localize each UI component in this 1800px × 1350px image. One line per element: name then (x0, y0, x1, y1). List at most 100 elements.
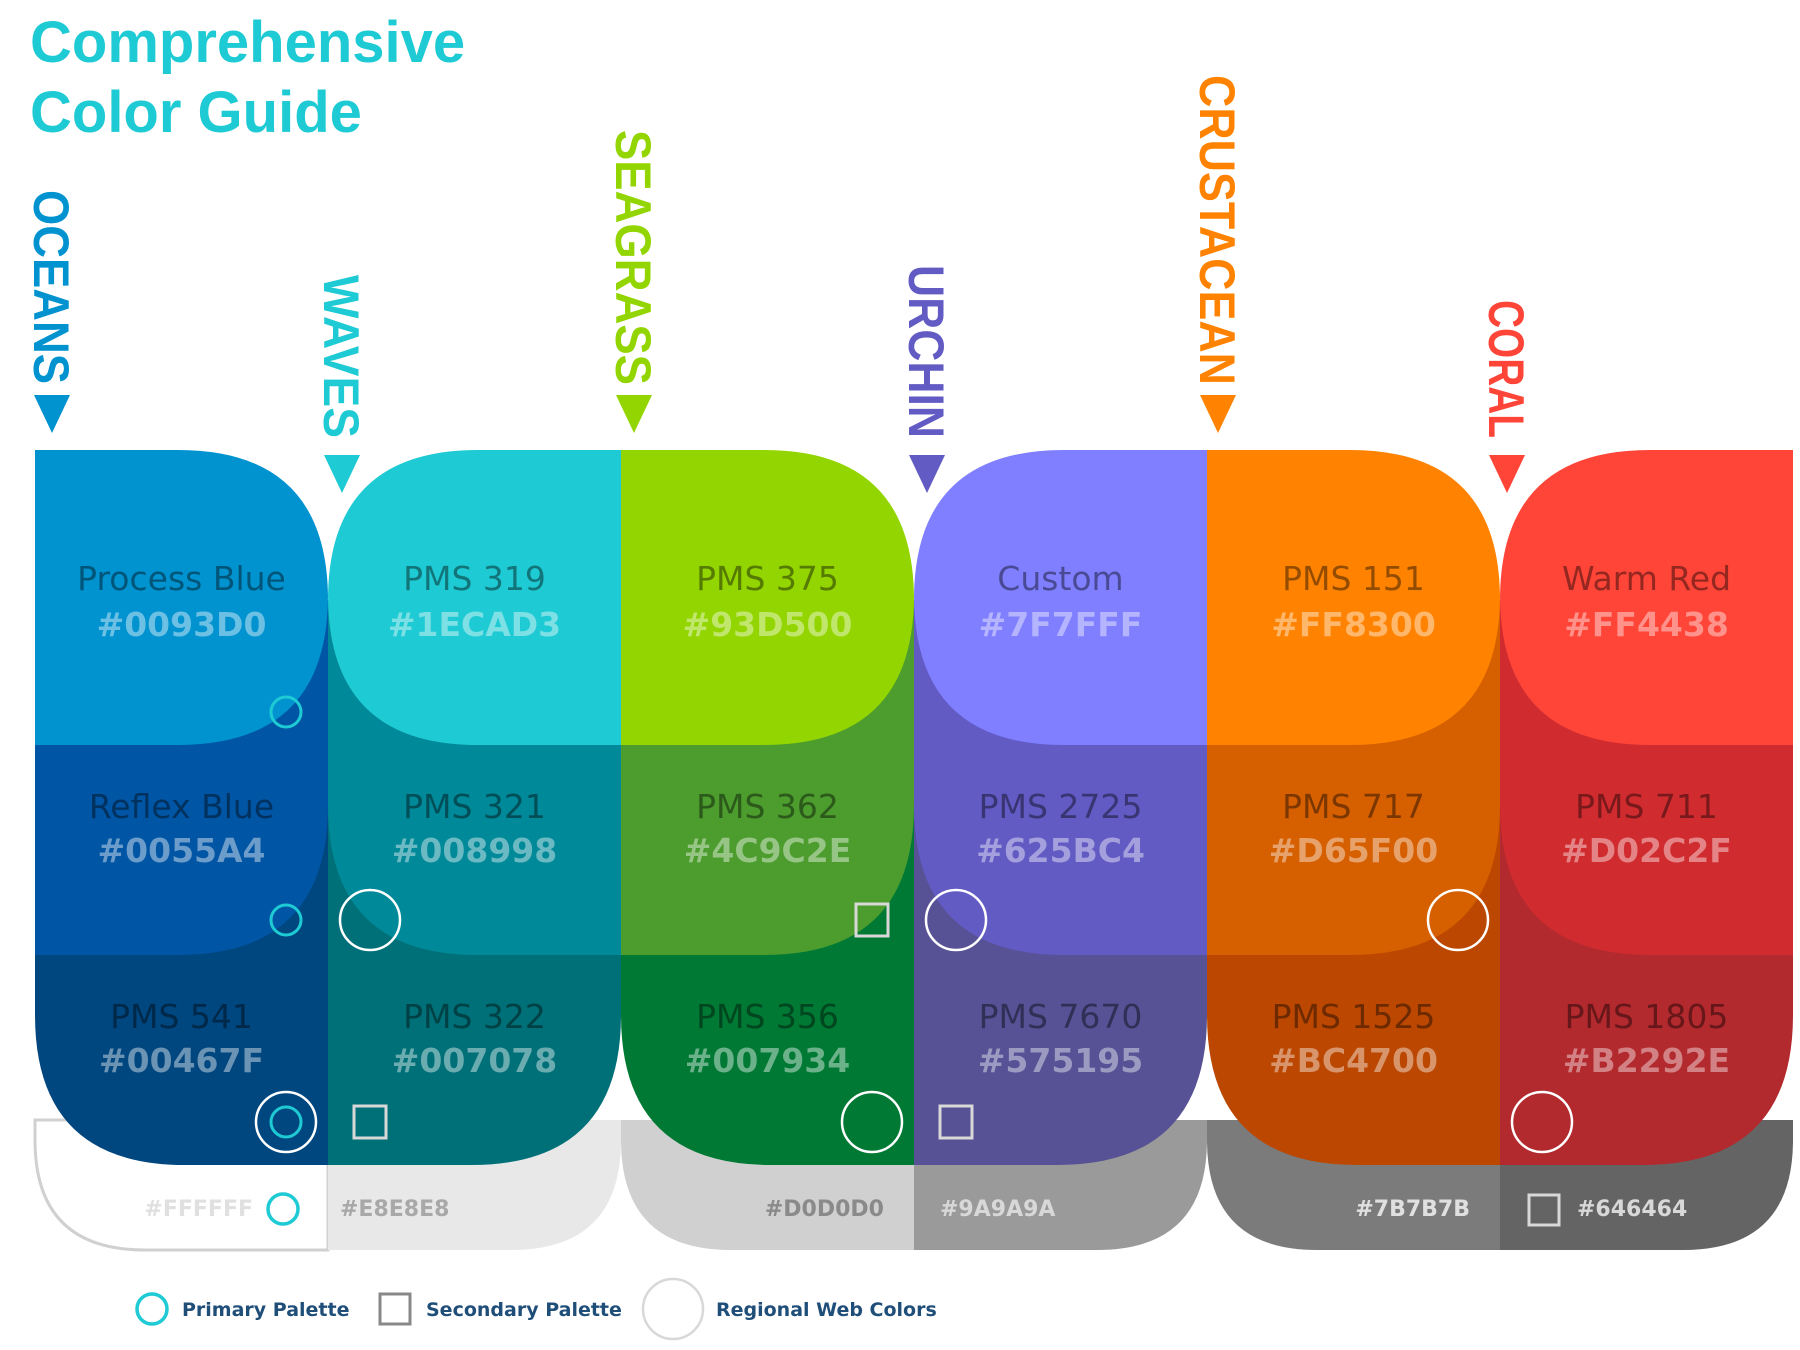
swatch-hex: #625BC4 (976, 831, 1145, 870)
column-seagrass (621, 450, 914, 1165)
swatch-name: PMS 375 (696, 559, 839, 598)
category-coral: CORAL (1478, 300, 1534, 493)
down-arrow-icon (34, 395, 70, 433)
swatch-0093d0 (35, 450, 328, 745)
gray-palette-labels: #FFFFFF #E8E8E8 #D0D0D0 #9A9A9A #7B7B7B #6464… (144, 1192, 1687, 1227)
secondary-palette-icon (938, 1104, 974, 1140)
gray-hex-label: #7B7B7B (1355, 1197, 1470, 1222)
regional-web-color-icon (1510, 1090, 1574, 1154)
column-oceans-labels: Process Blue #0093D0 Reflex Blue #0055A4 PMS… (77, 559, 318, 1154)
column-waves-labels: PMS 319 #1ECAD3 PMS 321 #008998 PMS 322 #0070… (338, 559, 561, 1140)
regional-web-color-icon (338, 888, 402, 952)
regional-web-color-icon (1426, 888, 1490, 952)
swatch-hex: #93D500 (683, 605, 853, 644)
category-crustacean: CRUSTACEAN (1189, 75, 1245, 433)
regional-web-colors-legend-icon (641, 1277, 705, 1341)
swatch-hex: #BC4700 (1269, 1041, 1438, 1080)
swatch-name: PMS 2725 (979, 787, 1143, 826)
down-arrow-icon (1200, 395, 1236, 433)
gray-hex-label: #D0D0D0 (765, 1197, 884, 1222)
secondary-palette-legend-label: Secondary Palette (426, 1299, 622, 1321)
primary-palette-legend-icon (135, 1292, 169, 1326)
gray-hex-label: #FFFFFF (144, 1197, 253, 1222)
gray-hex-label: #9A9A9A (940, 1197, 1055, 1222)
down-arrow-icon (616, 395, 652, 433)
category-oceans: OCEANS (23, 190, 79, 433)
swatch-name: PMS 1805 (1565, 997, 1729, 1036)
column-urchin (914, 450, 1207, 1165)
regional-web-color-icon (840, 1090, 904, 1154)
category-label-crustacean: CRUSTACEAN (1189, 75, 1245, 385)
legend: Primary Palette Secondary Palette Region… (135, 1277, 937, 1341)
category-label-waves: WAVES (313, 275, 369, 438)
swatch-hex: #7F7FFF (979, 605, 1143, 644)
swatch-hex: #4C9C2E (684, 831, 852, 870)
column-crustacean-labels: PMS 151 #FF8300 PMS 717 #D65F00 PMS 1525 #BC4… (1269, 559, 1490, 1080)
swatch-hex: #FF8300 (1271, 605, 1436, 644)
secondary-palette-legend-icon (378, 1292, 412, 1326)
regional-web-color-icon (924, 888, 988, 952)
column-coral (1500, 450, 1793, 1165)
swatch-name: PMS 717 (1282, 787, 1425, 826)
swatch-hex: #D65F00 (1269, 831, 1438, 870)
category-label-urchin: URCHIN (898, 265, 954, 438)
primary-palette-icon (269, 903, 303, 937)
swatch-name: PMS 151 (1282, 559, 1425, 598)
swatch-name: PMS 356 (696, 997, 839, 1036)
swatch-hex: #D02C2F (1561, 831, 1732, 870)
swatch-name: PMS 711 (1575, 787, 1718, 826)
swatch-hex: #0055A4 (98, 831, 266, 870)
column-crustacean (1207, 450, 1500, 1165)
primary-palette-icon (266, 1192, 300, 1226)
swatch-hex: #FF4438 (1564, 605, 1729, 644)
primary-palette-icon (269, 695, 303, 729)
regional-web-color-icon (254, 1090, 318, 1154)
regional-web-colors-legend-label: Regional Web Colors (716, 1299, 937, 1321)
swatch-name: PMS 1525 (1272, 997, 1436, 1036)
down-arrow-icon (1489, 455, 1525, 493)
secondary-palette-icon (1527, 1193, 1561, 1227)
category-labels: OCEANS WAVES SEAGRASS URCHIN CRUSTACEAN CORAL (23, 75, 1534, 493)
primary-palette-icon (269, 1105, 303, 1139)
down-arrow-icon (909, 455, 945, 493)
page-title-line-2: Color Guide (30, 80, 362, 145)
column-urchin-labels: Custom #7F7FFF PMS 2725 #625BC4 PMS 7670 #575… (924, 559, 1145, 1140)
secondary-palette-icon (352, 1104, 388, 1140)
swatch-name: PMS 541 (110, 997, 253, 1036)
swatch-hex: #008998 (392, 831, 557, 870)
column-waves (328, 450, 621, 1165)
swatch-name: Process Blue (77, 559, 286, 598)
swatch-name: PMS 321 (403, 787, 546, 826)
down-arrow-icon (324, 455, 360, 493)
swatch-name: PMS 7670 (979, 997, 1143, 1036)
category-waves: WAVES (313, 275, 369, 493)
swatch-name: PMS 322 (403, 997, 546, 1036)
column-seagrass-labels: PMS 375 #93D500 PMS 362 #4C9C2E PMS 356 #0079… (683, 559, 904, 1154)
swatch-1ecad3 (328, 450, 621, 745)
swatch-ff4438 (1500, 450, 1793, 745)
swatch-hex: #007934 (685, 1041, 850, 1080)
category-label-oceans: OCEANS (23, 190, 79, 384)
gray-hex-label: #E8E8E8 (340, 1197, 449, 1222)
primary-palette-legend-label: Primary Palette (182, 1299, 349, 1321)
swatch-hex: #575195 (978, 1041, 1143, 1080)
column-oceans (35, 450, 328, 1165)
color-columns: Process Blue #0093D0 Reflex Blue #0055A4 PMS… (35, 450, 1793, 1165)
category-seagrass: SEAGRASS (605, 130, 661, 433)
category-label-seagrass: SEAGRASS (605, 130, 661, 385)
swatch-name: PMS 319 (403, 559, 546, 598)
page-title-line-1: Comprehensive (30, 10, 465, 75)
swatch-hex: #0093D0 (97, 605, 267, 644)
swatch-name: Custom (997, 559, 1123, 598)
category-label-coral: CORAL (1478, 300, 1534, 438)
swatch-name: Reflex Blue (89, 787, 274, 826)
swatch-hex: #00467F (99, 1041, 264, 1080)
swatch-93d500 (621, 450, 914, 745)
column-coral-labels: Warm Red #FF4438 PMS 711 #D02C2F PMS 1805 #B2… (1510, 559, 1732, 1154)
gray-hex-label: #646464 (1577, 1197, 1687, 1222)
swatch-ff8300 (1207, 450, 1500, 745)
swatch-7f7fff (914, 450, 1207, 745)
swatch-hex: #B2292E (1563, 1041, 1730, 1080)
swatch-hex: #1ECAD3 (388, 605, 561, 644)
